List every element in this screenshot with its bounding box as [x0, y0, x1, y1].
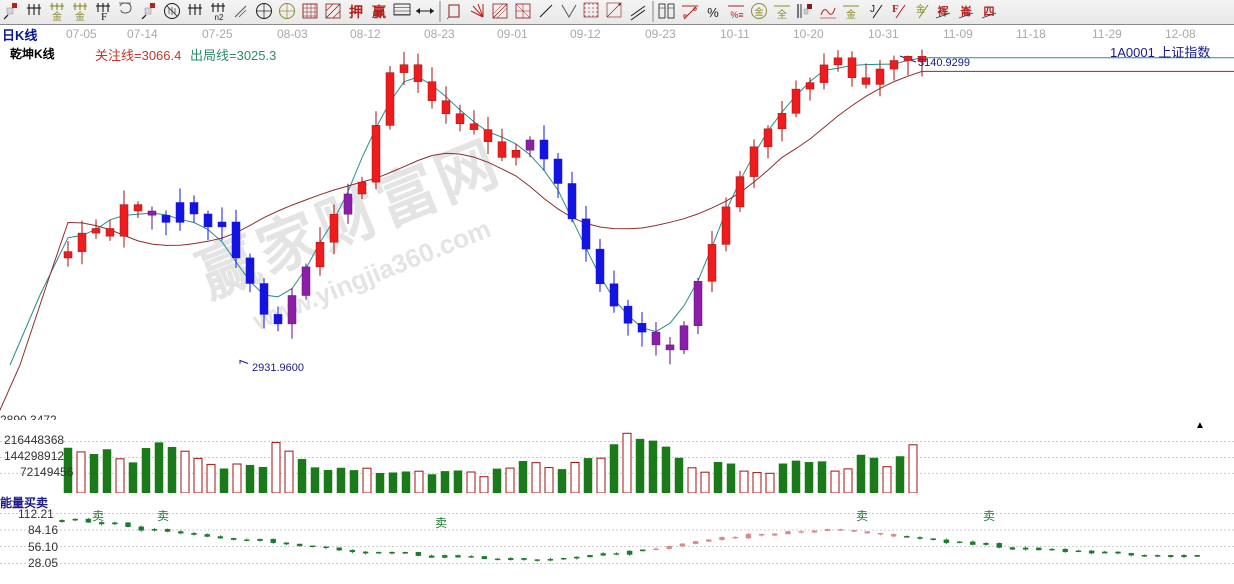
svg-text:赢: 赢 [372, 4, 386, 20]
svg-text:金: 金 [916, 3, 925, 14]
svg-text:J: J [870, 4, 875, 15]
svg-text:四: 四 [984, 5, 995, 18]
svg-text:押: 押 [349, 4, 363, 20]
svg-text:全: 全 [777, 8, 787, 21]
svg-text:金: 金 [52, 10, 62, 23]
svg-text:%≡: %≡ [730, 10, 743, 20]
svg-text:金: 金 [846, 8, 856, 21]
svg-text:%: % [707, 5, 719, 20]
svg-text:n2: n2 [215, 13, 224, 22]
svg-text:F: F [892, 3, 899, 15]
svg-text:金: 金 [75, 10, 85, 23]
svg-text:金: 金 [754, 6, 763, 17]
svg-text:F: F [101, 11, 107, 23]
